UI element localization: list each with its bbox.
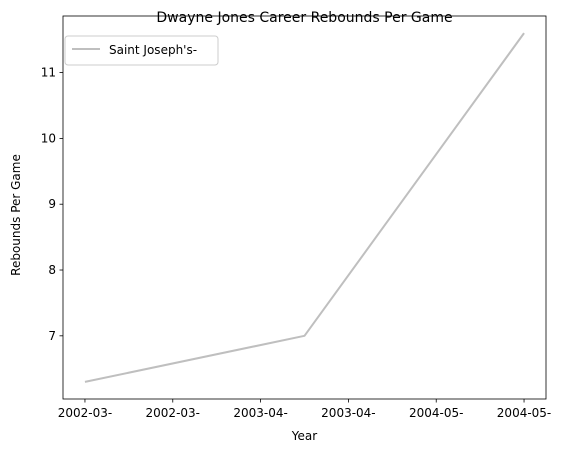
y-tick-label: 8 — [48, 263, 56, 277]
chart-title: Dwayne Jones Career Rebounds Per Game — [156, 10, 452, 26]
y-tick-label: 7 — [48, 329, 56, 343]
legend-label: Saint Joseph's- — [109, 43, 197, 57]
x-tick-label: 2003-04- — [233, 406, 287, 420]
plot-frame — [62, 15, 547, 400]
x-axis-label: Year — [291, 429, 317, 443]
y-axis: 7 8 9 10 11 — [41, 66, 63, 343]
y-tick-label: 9 — [48, 197, 56, 211]
x-tick-label: 2003-04- — [321, 406, 375, 420]
y-tick-label: 10 — [41, 131, 56, 145]
plot-area — [84, 32, 525, 383]
legend: Saint Joseph's- — [64, 35, 219, 66]
x-tick-label: 2004-05- — [497, 406, 551, 420]
y-axis-label: Rebounds Per Game — [9, 154, 23, 276]
x-tick-label: 2004-05- — [409, 406, 463, 420]
legend-frame — [64, 35, 219, 66]
series-line-0 — [84, 32, 525, 383]
x-axis: 2002-03- 2002-03- 2003-04- 2003-04- 2004-05-… — [58, 399, 551, 420]
y-tick-label: 11 — [41, 66, 56, 80]
x-tick-label: 2002-03- — [58, 406, 112, 420]
x-tick-label: 2002-03- — [146, 406, 200, 420]
